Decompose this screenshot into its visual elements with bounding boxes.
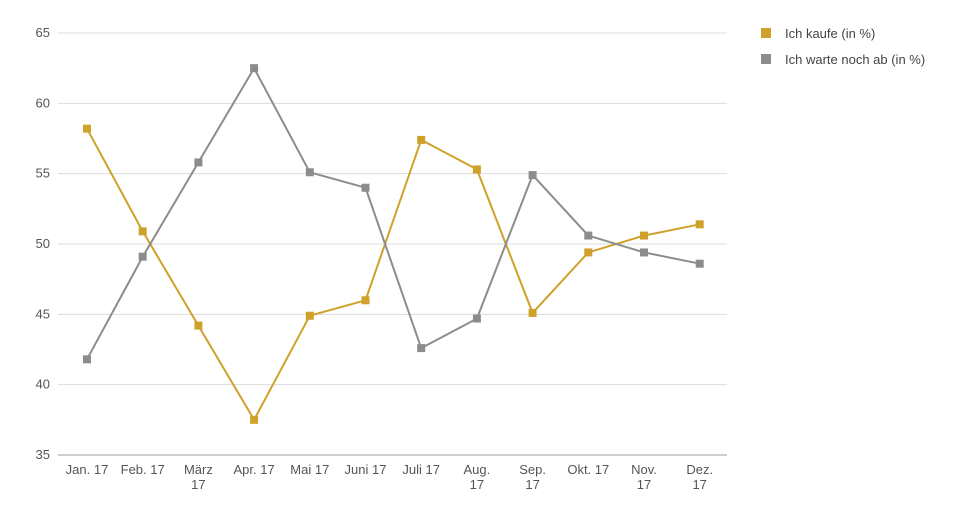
x-tick-label: Juni 17 [345,462,387,477]
data-point[interactable] [695,259,704,268]
data-point[interactable] [417,344,426,353]
data-point[interactable] [305,311,314,320]
x-tick-label: Jan. 17 [66,462,109,477]
series-line-2 [86,67,700,360]
data-point[interactable] [194,321,203,330]
data-point[interactable] [472,314,481,323]
data-point[interactable] [695,220,704,229]
data-point[interactable] [584,231,593,240]
x-tick-label: März 17 [184,462,213,492]
x-tick-label: Mai 17 [290,462,329,477]
x-tick-label: Aug. 17 [464,462,491,492]
y-tick-label: 35 [36,447,50,462]
data-point[interactable] [584,248,593,257]
legend-label: Ich warte noch ab (in %) [785,52,925,67]
data-point[interactable] [138,252,147,261]
gridlines [58,32,727,456]
y-tick-label: 60 [36,95,50,110]
x-tick-label: Dez. 17 [686,462,713,492]
x-axis-ticks: Jan. 17 Feb. 17 März 17 Apr. 17 Mai 17 Juni 17… [66,462,713,492]
y-tick-label: 50 [36,236,50,251]
y-tick-label: 65 [36,25,50,40]
data-point[interactable] [640,231,648,240]
data-point[interactable] [194,158,203,167]
x-tick-label: Nov. 17 [631,462,657,492]
y-axis-ticks: 35 40 45 50 55 60 65 [36,25,50,462]
data-point[interactable] [472,165,481,174]
series-line-1 [86,128,700,421]
legend-label: Ich kaufe (in %) [785,26,875,41]
x-tick-label: Apr. 17 [233,462,274,477]
legend-swatch [761,28,771,38]
x-tick-label: Sep. 17 [519,462,546,492]
legend: Ich kaufe (in %) Ich warte noch ab (in %) [761,26,925,67]
data-point[interactable] [528,308,537,317]
series-lines [83,64,704,424]
data-point[interactable] [250,64,259,73]
data-point[interactable] [83,124,91,133]
y-tick-label: 40 [36,377,50,392]
x-tick-label: Juli 17 [402,462,440,477]
data-point[interactable] [138,227,147,236]
data-point[interactable] [250,415,259,424]
data-point[interactable] [528,171,537,180]
legend-swatch [761,54,771,64]
y-tick-label: 45 [36,306,50,321]
y-tick-label: 55 [36,166,50,181]
x-tick-label: Feb. 17 [121,462,165,477]
data-point[interactable] [361,183,370,192]
data-point[interactable] [417,135,426,144]
data-point[interactable] [83,355,91,364]
data-point[interactable] [305,168,314,177]
x-tick-label: Okt. 17 [567,462,609,477]
data-point[interactable] [640,248,648,257]
data-point[interactable] [361,296,370,305]
